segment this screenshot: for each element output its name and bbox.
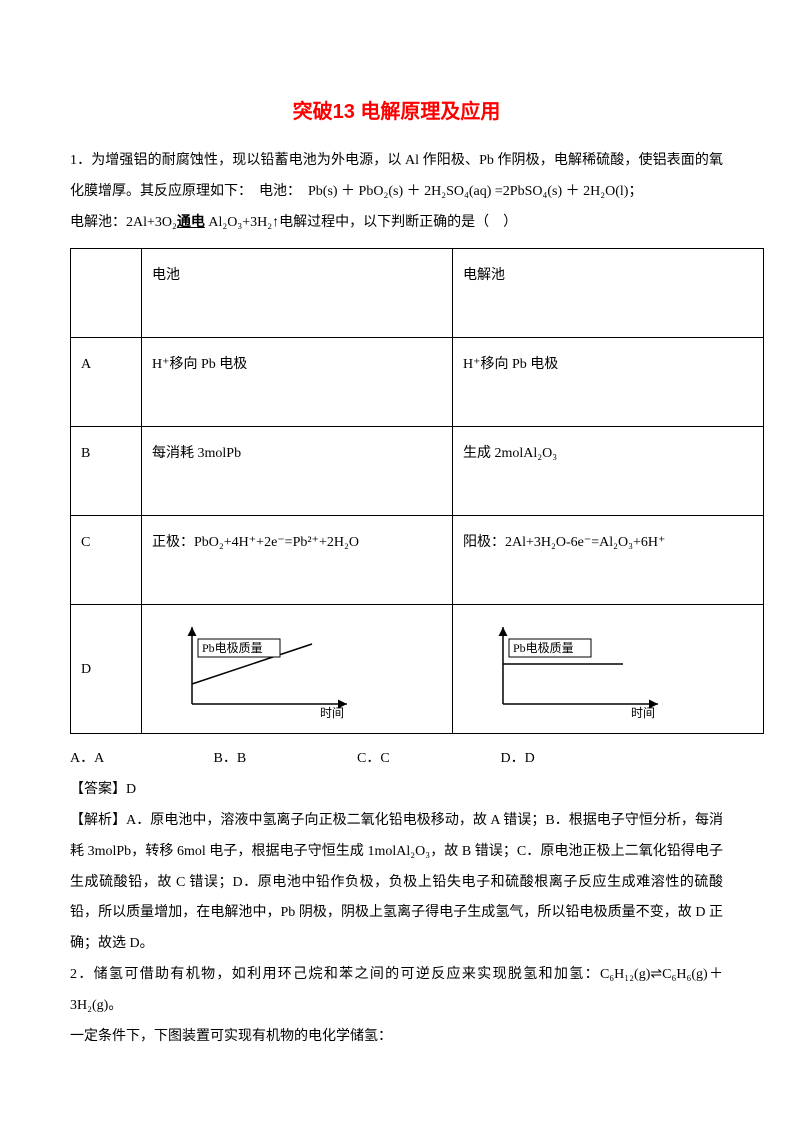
cell-header-electrolysis: 电解池 [453,249,764,338]
cell-d-label: D [71,605,142,734]
q2-line1: 2．储氢可借助有机物，如利用环己烷和苯之间的可逆反应来实现脱氢和加氢：C₆H₁₂… [70,960,723,1022]
q1-intro2-post: Al₂O₃+3H₂↑电解过程中，以下判断正确的是（ ） [208,215,517,230]
q1-answer: 【答案】D [70,775,723,806]
table-row-a: A H⁺移向 Pb 电极 H⁺移向 Pb 电极 [71,338,764,427]
table-row-header: 电池 电解池 [71,249,764,338]
option-d: D．D [501,744,641,775]
cell-c-electrolysis: 阳极：2Al+3H₂O-6e⁻=Al₂O₃+6H⁺ [453,516,764,605]
q1-intro-line2: 电解池：2Al+3O₂通电 Al₂O₃+3H₂↑电解过程中，以下判断正确的是（ … [70,208,723,239]
graph-left-ylabel: Pb电极质量 [202,641,263,655]
cell-b-label: B [71,427,142,516]
table-row-b: B 每消耗 3molPb 生成 2molAl₂O₃ [71,427,764,516]
q1-explanation: 【解析】A．原电池中，溶液中氢离子向正极二氧化铅电极移动，故 A 错误；B．根据… [70,806,723,960]
table-row-c: C 正极：PbO₂+4H⁺+2e⁻=Pb²⁺+2H₂O 阳极：2Al+3H₂O-… [71,516,764,605]
cell-header-battery: 电池 [142,249,453,338]
option-a: A．A [70,744,210,775]
option-b: B．B [214,744,354,775]
graph-left-xlabel: 时间 [320,706,344,719]
cell-a-battery: H⁺移向 Pb 电极 [142,338,453,427]
q1-options: A．A B．B C．C D．D [70,744,723,775]
page-title: 突破13 电解原理及应用 [70,90,723,134]
table-row-d: D Pb电极质量 时间 [71,605,764,734]
q1-table: 电池 电解池 A H⁺移向 Pb 电极 H⁺移向 Pb 电极 B 每消耗 3mo… [70,248,764,734]
cell-c-label: C [71,516,142,605]
cell-d-battery-graph: Pb电极质量 时间 [142,605,453,734]
cell-blank [71,249,142,338]
cell-a-electrolysis: H⁺移向 Pb 电极 [453,338,764,427]
cell-d-electrolysis-graph: Pb电极质量 时间 [453,605,764,734]
cell-b-electrolysis: 生成 2molAl₂O₃ [453,427,764,516]
graph-right-ylabel: Pb电极质量 [513,641,574,655]
cell-b-battery: 每消耗 3molPb [142,427,453,516]
graph-right-xlabel: 时间 [631,706,655,719]
q1-intro2-underline: 通电 [177,215,205,230]
option-c: C．C [357,744,497,775]
graph-right: Pb电极质量 时间 [463,619,673,719]
q1-intro2-pre: 电解池：2Al+3O₂ [70,215,177,230]
cell-a-label: A [71,338,142,427]
page: 突破13 电解原理及应用 1．为增强铝的耐腐蚀性，现以铅蓄电池为外电源，以 Al… [0,0,793,1122]
graph-left: Pb电极质量 时间 [152,619,362,719]
q2-line2: 一定条件下，下图装置可实现有机物的电化学储氢： [70,1022,723,1053]
cell-c-battery: 正极：PbO₂+4H⁺+2e⁻=Pb²⁺+2H₂O [142,516,453,605]
q1-intro-line1: 1．为增强铝的耐腐蚀性，现以铅蓄电池为外电源，以 Al 作阳极、Pb 作阴极，电… [70,146,723,208]
